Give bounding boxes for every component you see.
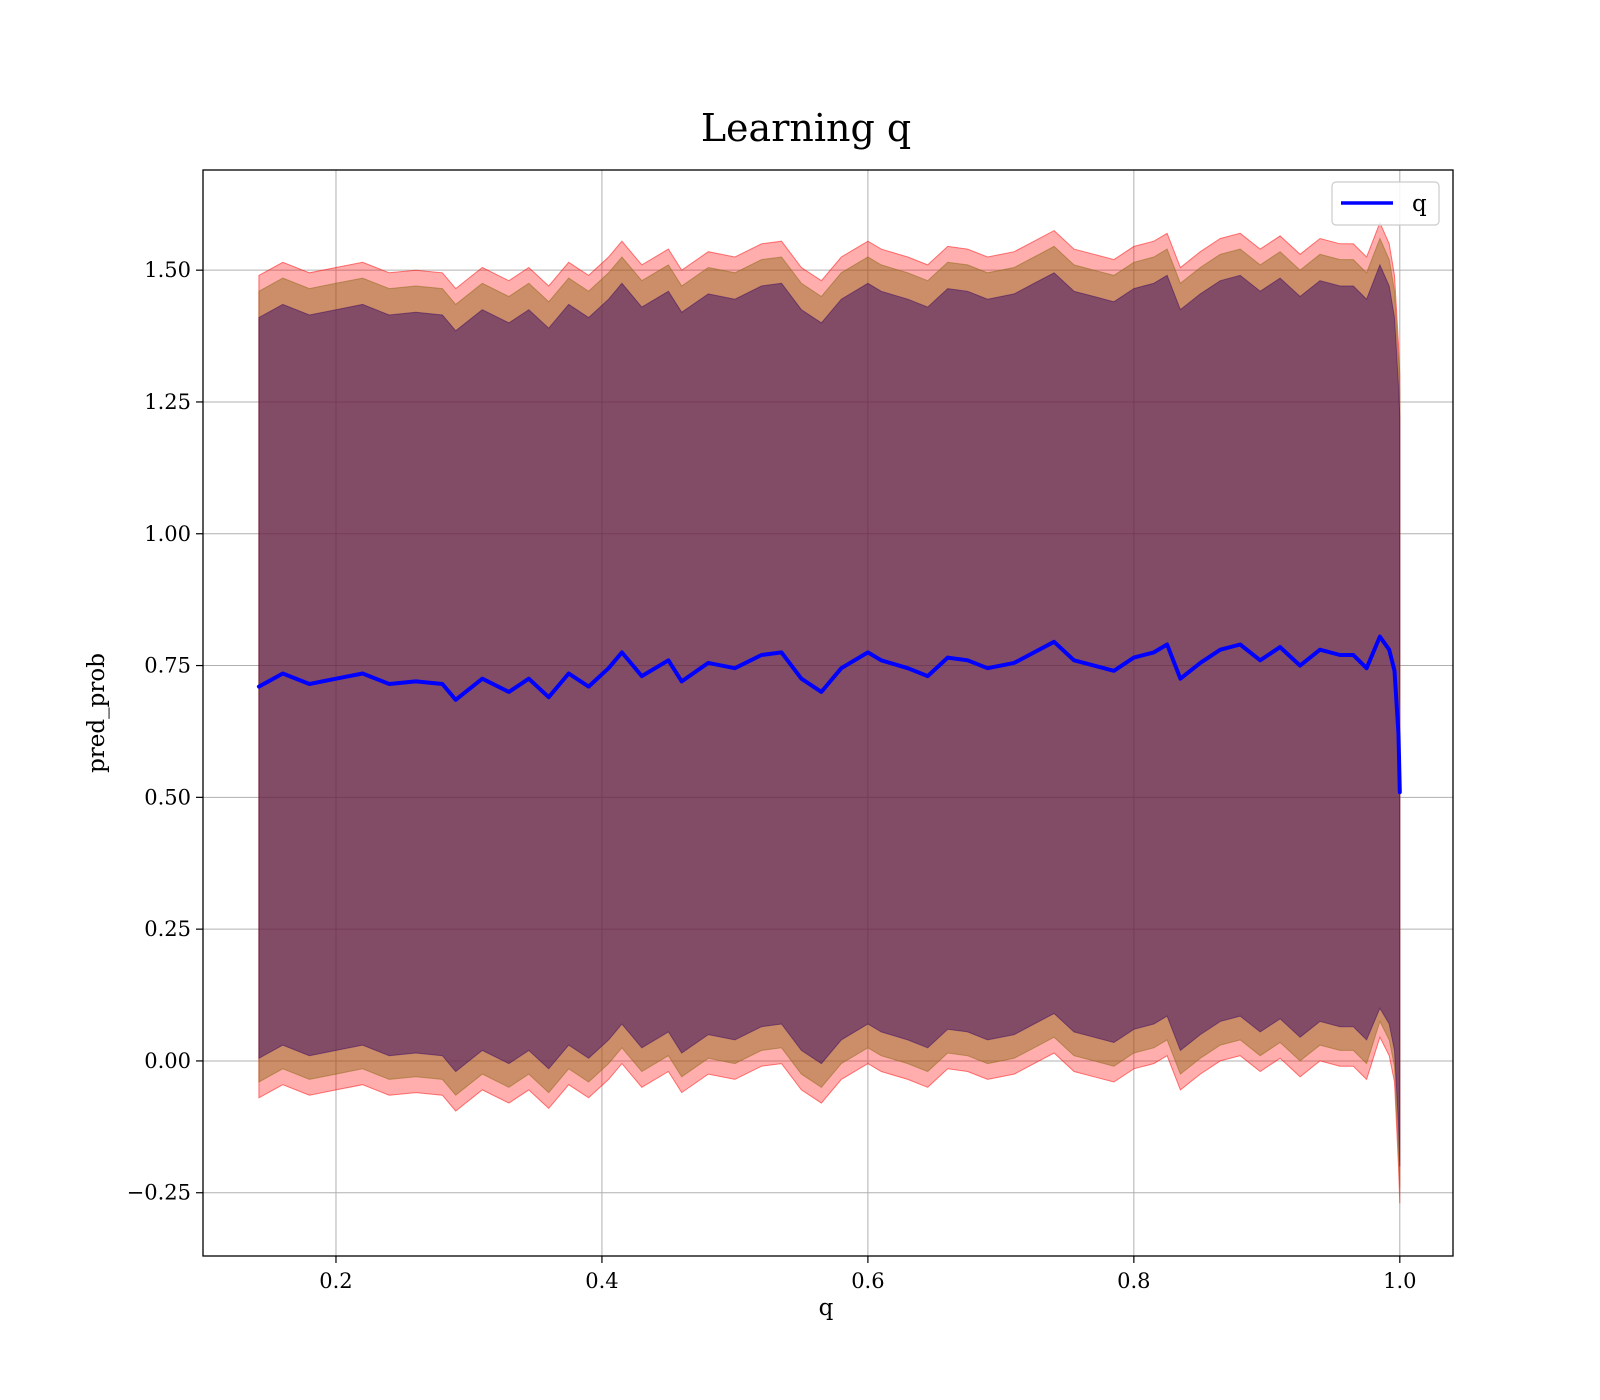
y-tick-label: 1.50: [144, 258, 191, 282]
line-series-layer: [256, 634, 1402, 795]
y-tick-label: 1.25: [144, 390, 191, 414]
y-tick-label: 0.50: [144, 785, 191, 809]
chart-title: Learning q: [701, 106, 911, 150]
x-tick-label: 0.2: [319, 1269, 352, 1293]
y-tick-label: 0.00: [144, 1049, 191, 1073]
x-tick-label: 1.0: [1383, 1269, 1416, 1293]
confidence-bands: [258, 221, 1401, 1204]
legend-label-q: q: [1412, 191, 1427, 217]
inner-confidence-band: [258, 263, 1401, 1167]
x-tick-label: 0.8: [1117, 1269, 1150, 1293]
x-tick-label: 0.4: [585, 1269, 618, 1293]
y-tick-label: 1.00: [144, 522, 191, 546]
x-axis-title: q: [819, 1295, 834, 1321]
y-tick-label: 0.25: [144, 917, 191, 941]
y-tick-label: −0.25: [127, 1181, 191, 1205]
y-tick-label: 0.75: [144, 654, 191, 678]
x-tick-label: 0.6: [851, 1269, 884, 1293]
x-axis-ticks: 0.2 0.4 0.6 0.8 1.0: [319, 1256, 1417, 1293]
legend: q: [1331, 181, 1440, 226]
line-series-q: [256, 634, 1402, 795]
plot-frame: [202, 169, 1454, 1257]
y-axis-title: pred_prob: [84, 653, 110, 773]
y-axis-ticks: −0.25 0.00 0.25 0.50 0.75 1.00 1.25 1.50: [127, 258, 203, 1205]
